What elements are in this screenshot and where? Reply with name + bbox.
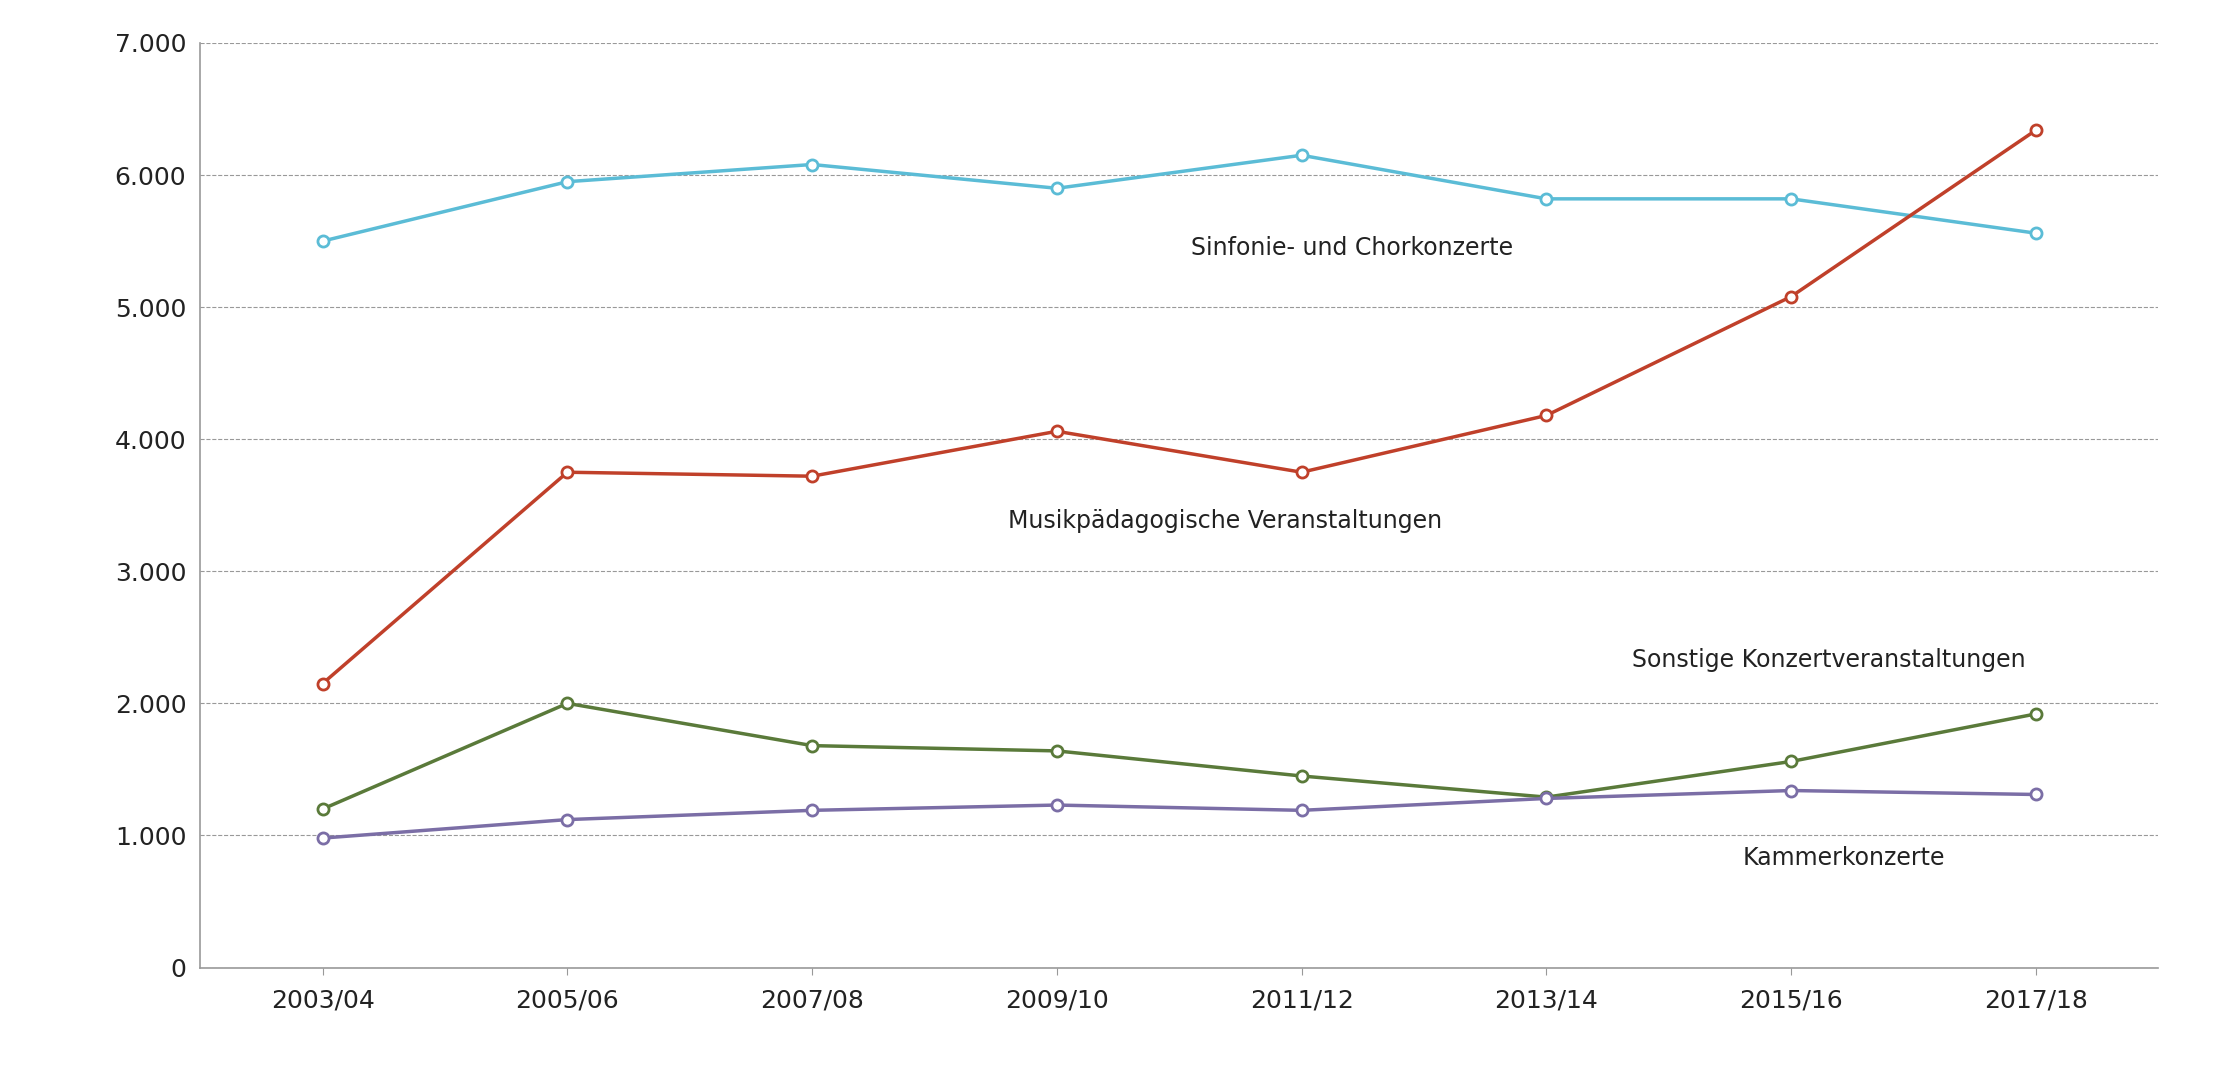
Text: Sonstige Konzertveranstaltungen: Sonstige Konzertveranstaltungen — [1633, 648, 2025, 672]
Text: Musikpädagogische Veranstaltungen: Musikpädagogische Veranstaltungen — [1008, 510, 1442, 533]
Text: Kammerkonzerte: Kammerkonzerte — [1742, 846, 1945, 870]
Text: Sinfonie- und Chorkonzerte: Sinfonie- und Chorkonzerte — [1193, 235, 1513, 260]
